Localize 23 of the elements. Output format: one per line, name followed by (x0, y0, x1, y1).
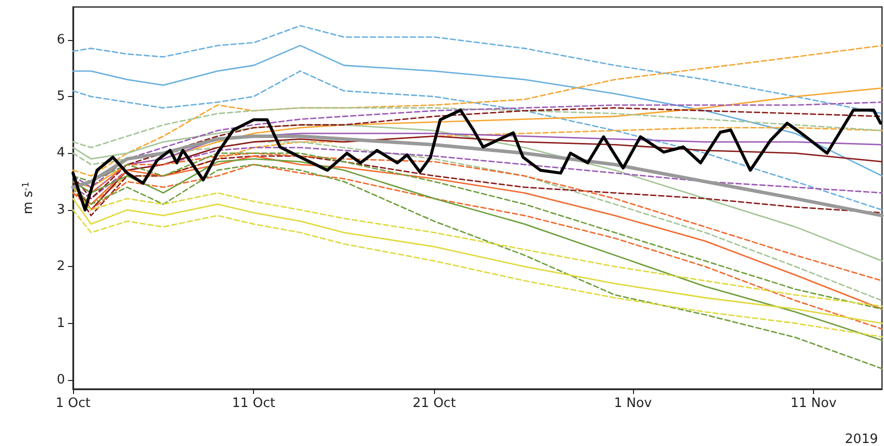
x-tick-label: 1 Nov (614, 396, 652, 411)
x-tick-label: 21 Oct (412, 396, 456, 411)
x-tick-label: 1 Oct (56, 396, 90, 411)
y-tick-label: 6 (56, 32, 65, 48)
line-series (72, 70, 883, 211)
y-tick-label: 3 (56, 202, 65, 218)
line-series (72, 198, 883, 324)
x-tick-label: 11 Oct (232, 396, 276, 411)
line-series (72, 186, 883, 307)
line-series (72, 127, 883, 205)
line-series (72, 164, 883, 370)
line-series (72, 107, 883, 148)
x-tick-label: 11 Nov (790, 396, 837, 411)
text: 2019 (844, 432, 878, 446)
y-tick-label: 4 (56, 146, 65, 161)
y-tick-label: 0 (56, 372, 65, 388)
y-tick-label: 5 (56, 89, 65, 104)
line-series (72, 25, 883, 114)
line-series (72, 124, 883, 262)
y-tick-label: 1 (56, 316, 65, 331)
y-axis-title: m s-1 (21, 182, 36, 214)
y-tick-label: 2 (56, 259, 65, 274)
line-series (72, 209, 883, 338)
